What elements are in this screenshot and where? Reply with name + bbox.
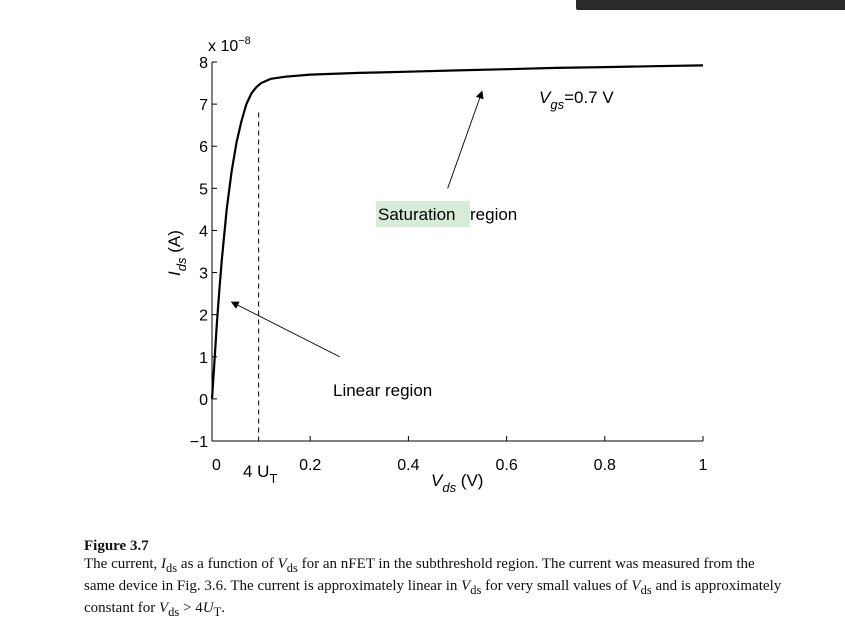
series-group (210, 64, 704, 399)
x-tick-label: 0.2 (299, 457, 321, 474)
y-axis-label-sub: ds (174, 257, 189, 271)
x-tick-label: 0.4 (397, 457, 419, 474)
caption-text-3d: . (221, 600, 225, 616)
y-tick-label: 6 (199, 139, 208, 156)
y-multiplier: x 10−8 (208, 35, 251, 55)
ut-label: 4 UT (243, 462, 277, 486)
y-tick-label: 1 (199, 350, 208, 367)
saturation-highlight (376, 201, 470, 227)
caption-text-3c: > 4 (179, 600, 203, 616)
y-tick-label: 2 (199, 308, 208, 325)
x-axis-label: Vds (V) (431, 471, 483, 495)
caption-text-3b: and is approximately constant for (84, 578, 782, 616)
caption-vds-4: V (158, 600, 169, 616)
caption-text-2: measured from the same device in Fig. 3.… (84, 556, 755, 594)
saturation-label: Saturation (378, 205, 456, 224)
saturation-arrow (447, 90, 484, 189)
y-tick-label: 3 (199, 266, 208, 283)
y-tick-label: 5 (199, 181, 208, 198)
caption-vds-2-sub: ds (470, 583, 482, 597)
caption-text-2b: for very (481, 578, 534, 594)
figure-caption: Figure 3.7 The current, Ids as a functio… (84, 537, 784, 621)
x-tick-label: 0 (212, 457, 221, 474)
x-tick-label: 0.6 (495, 457, 517, 474)
y-tick-label: 8 (199, 55, 208, 72)
linear-arrow (230, 301, 340, 358)
ut-sub: T (269, 471, 277, 486)
caption-ut: U (202, 600, 214, 616)
caption-vds: V (277, 556, 287, 572)
axes (211, 62, 703, 442)
vgs-label: Vgs=0.7 V (539, 88, 614, 112)
caption-vds-3: V (631, 578, 641, 594)
x-axis-label-unit: (V) (456, 471, 483, 490)
x-tick-label: 0.8 (594, 457, 616, 474)
caption-text-1c: for an nFET in the subthreshold region. … (297, 556, 639, 572)
saturation-region-label: region (470, 205, 517, 224)
vgs-value: =0.7 V (564, 88, 614, 107)
caption-ut-sub: T (213, 605, 222, 619)
caption-title: Figure 3.7 (84, 538, 149, 554)
y-axis-label: Ids (A) (165, 230, 189, 276)
caption-vds-2: V (461, 578, 471, 594)
y-multiplier-exp: −8 (238, 35, 251, 47)
y-tick-label: 7 (199, 97, 208, 114)
caption-text-3a: small values of (536, 578, 632, 594)
y-tick-label: −1 (190, 434, 208, 451)
caption-text-1b: as a function of (177, 556, 278, 572)
y-axis-label-unit: (A) (165, 230, 184, 257)
caption-ids-sub: ds (166, 561, 178, 575)
window-bar (576, 0, 845, 10)
caption-vds-3-sub: ds (640, 583, 652, 597)
x-axis-label-sub: ds (442, 480, 456, 495)
y-tick-label: 0 (199, 392, 208, 409)
caption-vds-sub: ds (286, 561, 298, 575)
linear-region-label: Linear region (333, 381, 432, 400)
caption-text-1a: The current, (84, 556, 162, 572)
vgs-sub: gs (550, 97, 564, 112)
x-tick-label: 1 (699, 457, 708, 474)
caption-vds-4-sub: ds (168, 605, 180, 619)
annotations: Vgs=0.7 V Saturation region Linear region 4… (165, 88, 614, 495)
y-tick-label: 4 (199, 223, 208, 240)
ids-curve (210, 64, 704, 399)
caption-ids: I (161, 556, 167, 572)
